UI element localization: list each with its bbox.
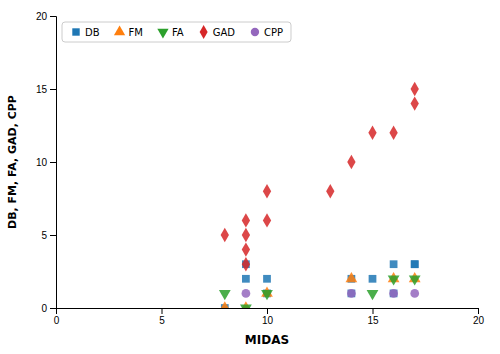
tick: 5 (159, 308, 165, 326)
point (261, 290, 273, 300)
tick-mark (50, 308, 56, 309)
tick-label: 15 (367, 315, 379, 326)
point (242, 257, 250, 271)
tick-label: 10 (262, 315, 274, 326)
points (219, 82, 421, 308)
legend-marker (114, 25, 125, 35)
point (388, 275, 400, 285)
tick-mark (50, 162, 56, 163)
point (411, 96, 419, 110)
point (389, 289, 398, 298)
tick-mark (478, 308, 479, 314)
legend-item: FM (114, 25, 143, 37)
y-axis: 0 5 10 15 20 (36, 11, 57, 314)
tick-label: 0 (41, 303, 47, 314)
chart: 0 5 10 15 20 0 5 10 15 20 MIDAS DB, FM, FA, GAD, CP… (0, 0, 500, 354)
point (242, 228, 250, 242)
point (368, 126, 376, 140)
point (263, 275, 271, 283)
series (219, 272, 421, 308)
legend-item: CPP (251, 27, 283, 38)
legend-item: GAD (200, 25, 236, 39)
point (410, 289, 419, 298)
point (348, 290, 356, 298)
tick-mark (373, 308, 374, 314)
legend-marker (251, 28, 259, 36)
tick-label: 10 (36, 157, 48, 168)
legend-marker (157, 29, 168, 39)
point (219, 301, 231, 308)
point (409, 275, 421, 285)
tick: 10 (36, 157, 56, 168)
point (326, 184, 334, 198)
point (347, 289, 356, 298)
legend-label: GAD (213, 27, 236, 38)
axis-line (57, 309, 479, 315)
point (347, 155, 355, 169)
tick: 0 (41, 303, 56, 314)
point (411, 260, 419, 268)
point (263, 213, 271, 227)
tick: 15 (36, 84, 56, 95)
x-axis: 0 5 10 15 20 (54, 308, 485, 326)
point (242, 289, 251, 298)
tick-label: 5 (159, 315, 165, 326)
point (242, 275, 250, 283)
x-axis-title: MIDAS (245, 333, 289, 347)
series (221, 260, 419, 308)
point (390, 290, 398, 298)
tick-label: 5 (41, 230, 47, 241)
legend-label: FA (172, 27, 184, 38)
tick-label: 20 (36, 11, 48, 22)
point (411, 82, 419, 96)
legend-marker (72, 28, 79, 35)
legend-box (62, 22, 291, 42)
legend-item: DB (72, 27, 99, 38)
point (221, 228, 229, 242)
tick-mark (267, 308, 268, 314)
point (367, 290, 379, 300)
tick-mark (50, 16, 56, 17)
point (240, 305, 252, 308)
tick: 20 (473, 308, 485, 326)
tick-mark (50, 235, 56, 236)
plot: 0 5 10 15 20 0 5 10 15 20 (36, 11, 485, 326)
tick: 0 (54, 308, 60, 326)
series (242, 289, 420, 298)
tick-mark (50, 89, 56, 90)
axis-line (50, 17, 57, 309)
point (242, 242, 250, 256)
point (411, 260, 419, 268)
point (346, 272, 358, 282)
tick-label: 20 (473, 315, 485, 326)
point (390, 260, 398, 268)
point (219, 290, 231, 300)
series (221, 82, 419, 272)
tick: 5 (41, 230, 56, 241)
legend: DB FM FA GAD CPP (62, 22, 291, 42)
legend-marker (200, 25, 208, 39)
tick-label: 0 (54, 315, 60, 326)
tick: 10 (262, 308, 274, 326)
tick: 20 (36, 11, 56, 22)
legend-label: CPP (264, 27, 283, 38)
series (219, 275, 421, 308)
tick-mark (162, 308, 163, 314)
legend-label: DB (85, 27, 100, 38)
y-axis-title: DB, FM, FA, GAD, CPP (6, 95, 19, 229)
legend-label: FM (129, 27, 143, 38)
point (242, 213, 250, 227)
legend-item: FA (157, 27, 183, 39)
point (369, 275, 377, 283)
tick-label: 15 (36, 84, 48, 95)
point (389, 126, 397, 140)
point (263, 184, 271, 198)
tick: 15 (367, 308, 379, 326)
